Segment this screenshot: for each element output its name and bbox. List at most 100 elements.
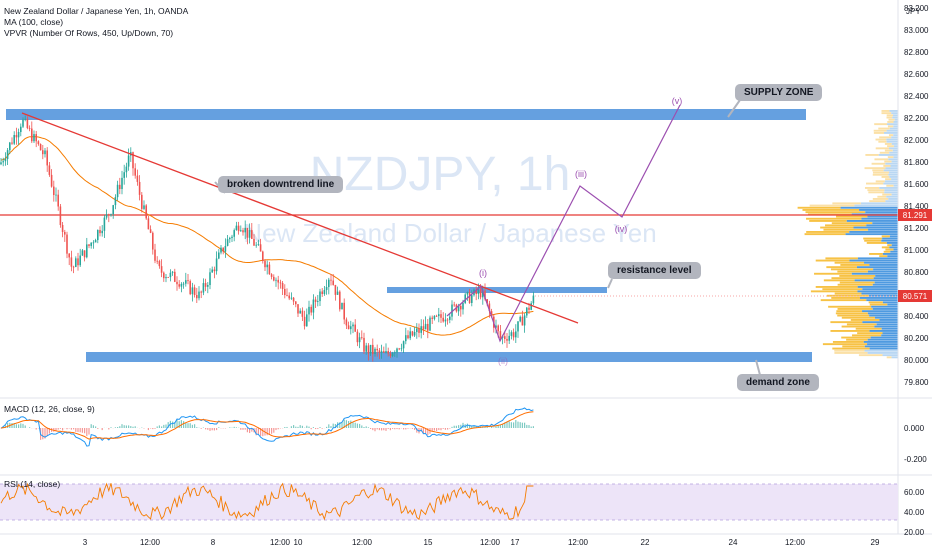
vp-bar-down — [872, 173, 889, 176]
demand-zone-callout[interactable]: demand zone — [737, 374, 819, 391]
vp-bar-up — [861, 292, 898, 295]
elliott-wave-path[interactable] — [446, 104, 681, 343]
rsi-legend[interactable]: RSI (14, close) — [4, 479, 61, 489]
vp-bar-down — [879, 136, 892, 139]
macd-histogram-bar — [378, 428, 380, 431]
macd-histogram-bar — [11, 423, 13, 428]
price-tick-label: 81.400 — [904, 202, 929, 211]
vp-bar-up — [865, 211, 898, 214]
supply-zone-box[interactable] — [6, 109, 806, 120]
downtrend-line[interactable] — [21, 112, 579, 324]
vp-bar-up — [864, 349, 898, 352]
symbol-legend[interactable]: New Zealand Dollar / Japanese Yen, 1h, O… — [4, 6, 189, 16]
macd-histogram-bar — [497, 425, 499, 428]
macd-histogram-bar — [251, 428, 253, 432]
macd-histogram-bar — [295, 426, 297, 428]
vp-bar-down — [826, 266, 857, 269]
candle-body — [33, 134, 35, 142]
candle-body — [328, 279, 330, 288]
vp-bar-down — [832, 341, 864, 343]
vp-bar-up — [886, 129, 898, 132]
vp-bar-up — [886, 140, 898, 143]
candle-body — [182, 283, 185, 285]
candle-body — [200, 291, 202, 293]
vp-bar-down — [805, 211, 866, 214]
candle-body — [9, 142, 11, 151]
candle-body — [517, 321, 519, 332]
vp-bar-down — [883, 250, 891, 253]
candle-body — [193, 287, 196, 295]
time-axis[interactable]: 3 12:00 8 12:00 10 12:00 15 12:00 17 12:00 22 24 12:… — [83, 538, 880, 547]
candle-body — [68, 253, 70, 258]
time-tick-label: 3 — [83, 538, 88, 547]
price-axis[interactable]: 79.80080.00080.20080.40080.60080.80081.0… — [904, 4, 929, 387]
candle-body — [347, 325, 350, 330]
supply-callout-pointer — [727, 99, 741, 118]
candle-body — [523, 315, 526, 326]
supply-zone-callout[interactable]: SUPPLY ZONE — [735, 84, 823, 101]
price-tick-label: 80.400 — [904, 312, 929, 321]
vp-bar-up — [854, 204, 898, 207]
currency-label: JPY — [906, 7, 921, 16]
macd-histogram-bar — [152, 428, 154, 430]
vpvr-legend[interactable]: VPVR (Number Of Rows, 450, Up/Down, 70) — [4, 28, 174, 38]
candle-body — [165, 277, 167, 279]
resistance-level-box[interactable] — [387, 287, 607, 293]
candle-body — [314, 299, 317, 302]
vp-bar-down — [887, 145, 894, 148]
candle-body — [119, 184, 121, 190]
vp-bar-up — [887, 123, 898, 126]
macd-tick-label: 0.000 — [904, 424, 925, 433]
candle-body — [301, 310, 304, 317]
macd-histogram-bar — [218, 427, 220, 428]
candle-body — [442, 317, 444, 322]
time-tick-label: 12:00 — [480, 538, 501, 547]
vp-bar-up — [891, 193, 898, 196]
macd-histogram-bar — [123, 425, 125, 428]
resistance-callout[interactable]: resistance level — [608, 262, 701, 279]
candle-body — [451, 304, 453, 317]
demand-zone-box[interactable] — [86, 352, 812, 362]
candle-body — [398, 348, 400, 350]
candle-body — [4, 158, 7, 162]
macd-histogram-bar — [147, 428, 149, 431]
candle-body — [429, 317, 431, 331]
macd-histogram-bar — [4, 425, 6, 428]
vp-bar-down — [887, 244, 892, 247]
downtrend-callout[interactable]: broken downtrend line — [218, 176, 344, 193]
vp-bar-up — [893, 125, 898, 128]
vp-bar-down — [839, 281, 875, 284]
macd-histogram-bar — [290, 426, 292, 428]
rsi-tick-label: 20.00 — [904, 528, 925, 537]
macd-histogram-bar — [350, 420, 352, 428]
macd-histogram-bar — [79, 428, 81, 433]
watermark-name: New Zealand Dollar / Japanese Yen — [243, 218, 656, 248]
candle-body — [70, 257, 73, 267]
candle-body — [510, 332, 513, 336]
candle-body — [365, 345, 367, 352]
vp-bar-up — [859, 297, 898, 299]
vp-bar-up — [879, 319, 898, 321]
macd-histogram-bar — [154, 428, 156, 429]
vp-bar-down — [867, 189, 885, 192]
macd-histogram-bar — [132, 426, 134, 428]
candle-body — [433, 315, 436, 319]
candle-body — [295, 301, 297, 305]
vp-bar-up — [840, 206, 898, 209]
price-tick-label: 82.600 — [904, 70, 929, 79]
vp-bar-up — [872, 222, 898, 225]
vp-bar-down — [881, 110, 890, 112]
macd-histogram-bar — [453, 425, 455, 428]
candle-body — [468, 292, 471, 303]
macd-histogram-bar — [191, 424, 193, 428]
macd-histogram-bar — [48, 428, 50, 434]
candle-body — [499, 331, 502, 338]
candle-body — [94, 240, 97, 243]
candle-body — [281, 282, 284, 289]
vp-bar-up — [893, 156, 898, 159]
vp-bar-up — [854, 279, 898, 282]
candle-body — [440, 314, 442, 318]
ma-legend[interactable]: MA (100, close) — [4, 17, 64, 27]
macd-legend[interactable]: MACD (12, 26, close, 9) — [4, 404, 95, 414]
